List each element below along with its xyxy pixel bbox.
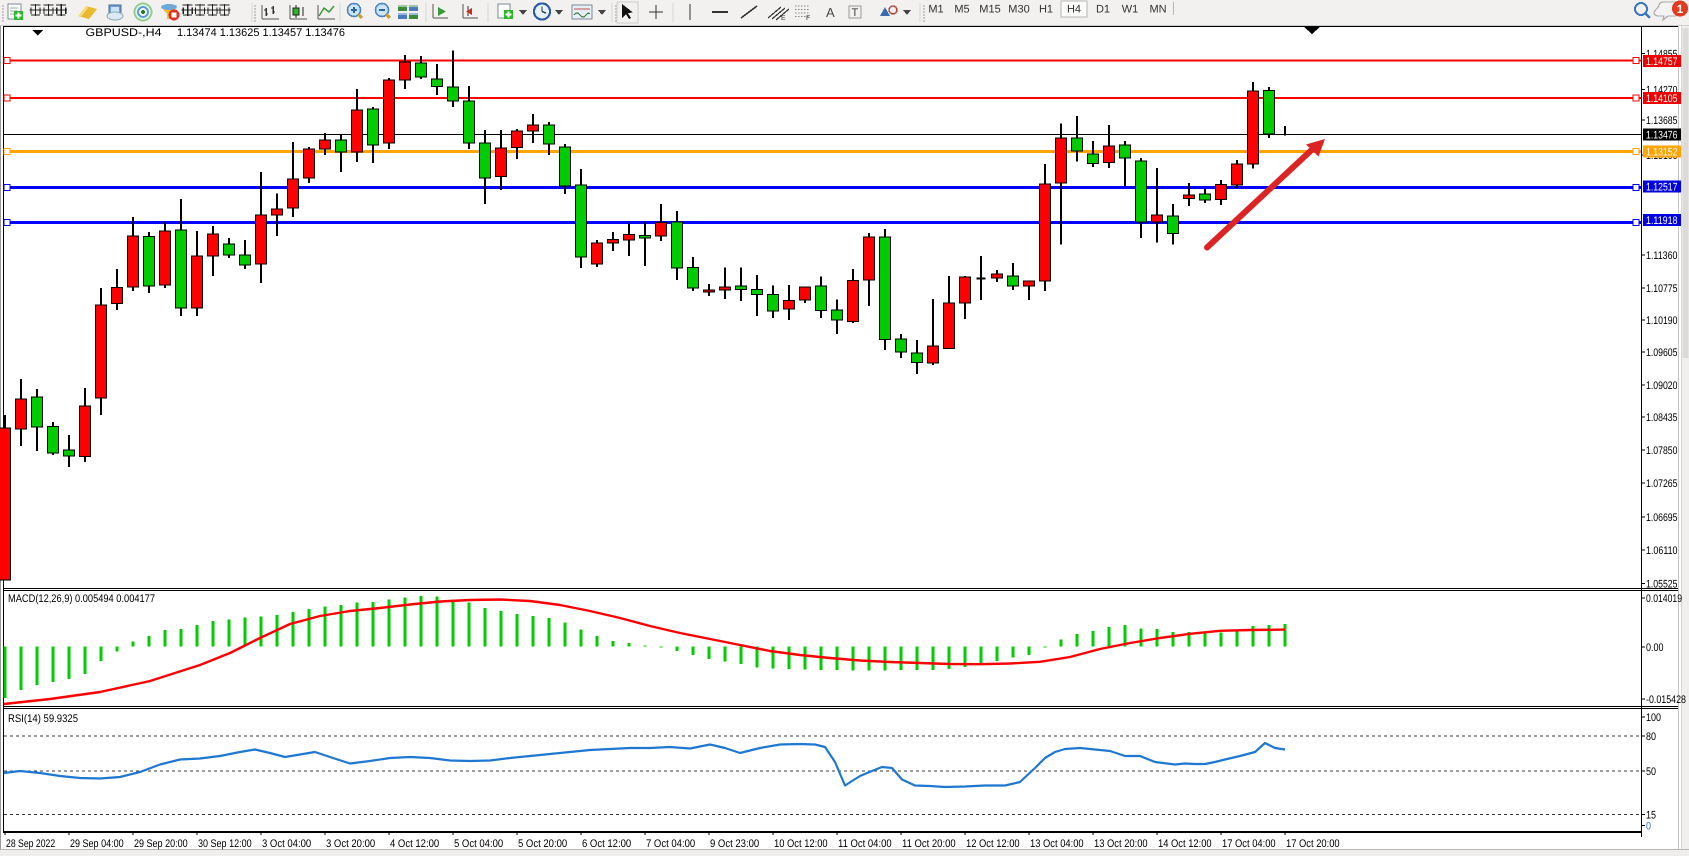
- svg-text:-0.015428: -0.015428: [1646, 694, 1686, 706]
- svg-text:13 Oct 20:00: 13 Oct 20:00: [1094, 838, 1148, 850]
- svg-text:1.07265: 1.07265: [1646, 478, 1678, 490]
- svg-text:1.11918: 1.11918: [1646, 215, 1678, 227]
- svg-text:1.12517: 1.12517: [1646, 182, 1678, 194]
- svg-text:3 Oct 04:00: 3 Oct 04:00: [262, 838, 311, 850]
- svg-text:1.07850: 1.07850: [1646, 445, 1678, 457]
- svg-text:4 Oct 12:00: 4 Oct 12:00: [390, 838, 439, 850]
- svg-text:1.14105: 1.14105: [1646, 93, 1678, 105]
- svg-text:3 Oct 20:00: 3 Oct 20:00: [326, 838, 375, 850]
- svg-text:GBPUSD-,H4: GBPUSD-,H4: [86, 27, 162, 39]
- svg-text:1.14757: 1.14757: [1646, 56, 1678, 68]
- svg-text:1.06695: 1.06695: [1646, 512, 1678, 524]
- svg-text:14 Oct 12:00: 14 Oct 12:00: [1158, 838, 1212, 850]
- svg-text:M1: M1: [928, 4, 943, 16]
- svg-text:11 Oct 20:00: 11 Oct 20:00: [902, 838, 956, 850]
- svg-text:1.13152: 1.13152: [1646, 146, 1678, 158]
- svg-text:29 Sep 04:00: 29 Sep 04:00: [70, 838, 124, 850]
- svg-text:1.10190: 1.10190: [1646, 315, 1678, 327]
- svg-text:0.014019: 0.014019: [1646, 593, 1682, 605]
- svg-text:100: 100: [1646, 712, 1661, 724]
- svg-text:28 Sep 2022: 28 Sep 2022: [6, 838, 55, 850]
- svg-text:M30: M30: [1008, 4, 1029, 16]
- svg-text:M15: M15: [979, 4, 1000, 16]
- svg-text:1.13685: 1.13685: [1646, 115, 1678, 127]
- svg-text:1.11360: 1.11360: [1646, 250, 1678, 262]
- svg-text:0.00: 0.00: [1646, 642, 1664, 654]
- svg-text:F: F: [806, 15, 810, 22]
- svg-text:T: T: [852, 7, 859, 19]
- svg-text:H1: H1: [1039, 4, 1053, 16]
- svg-text:H4: H4: [1067, 4, 1081, 16]
- svg-text:50: 50: [1646, 766, 1656, 778]
- svg-text:9 Oct 23:00: 9 Oct 23:00: [710, 838, 759, 850]
- svg-text:7 Oct 04:00: 7 Oct 04:00: [646, 838, 695, 850]
- svg-text:17 Oct 04:00: 17 Oct 04:00: [1222, 838, 1276, 850]
- svg-text:12 Oct 12:00: 12 Oct 12:00: [966, 838, 1020, 850]
- svg-text:80: 80: [1646, 731, 1656, 743]
- svg-text:W1: W1: [1122, 4, 1139, 16]
- svg-text:D1: D1: [1096, 4, 1110, 16]
- svg-text:0: 0: [1646, 821, 1651, 833]
- svg-text:RSI(14) 59.9325: RSI(14) 59.9325: [8, 713, 78, 725]
- svg-text:11 Oct 04:00: 11 Oct 04:00: [838, 838, 892, 850]
- svg-text:MACD(12,26,9) 0.005494 0.00417: MACD(12,26,9) 0.005494 0.004177: [8, 593, 155, 605]
- svg-text:17 Oct 20:00: 17 Oct 20:00: [1286, 838, 1340, 850]
- svg-text:A: A: [826, 5, 835, 20]
- svg-text:30 Sep 12:00: 30 Sep 12:00: [198, 838, 252, 850]
- svg-text:1.09605: 1.09605: [1646, 347, 1678, 359]
- svg-text:10 Oct 12:00: 10 Oct 12:00: [774, 838, 828, 850]
- svg-text:1.08435: 1.08435: [1646, 412, 1678, 424]
- svg-text:1.05525: 1.05525: [1646, 579, 1678, 591]
- svg-text:15: 15: [1646, 810, 1656, 822]
- svg-text:MN: MN: [1149, 4, 1166, 16]
- svg-text:5 Oct 20:00: 5 Oct 20:00: [518, 838, 567, 850]
- svg-text:1.13474 1.13625 1.13457 1.1347: 1.13474 1.13625 1.13457 1.13476: [177, 27, 345, 39]
- svg-text:6 Oct 12:00: 6 Oct 12:00: [582, 838, 631, 850]
- svg-text:1.06110: 1.06110: [1646, 545, 1678, 557]
- svg-text:13 Oct 04:00: 13 Oct 04:00: [1030, 838, 1084, 850]
- svg-text:M5: M5: [954, 4, 969, 16]
- svg-text:1.13476: 1.13476: [1646, 130, 1678, 142]
- svg-text:1.09020: 1.09020: [1646, 380, 1678, 392]
- svg-text:5 Oct 04:00: 5 Oct 04:00: [454, 838, 503, 850]
- svg-text:1.10775: 1.10775: [1646, 283, 1678, 295]
- svg-text:E: E: [781, 15, 786, 22]
- svg-text:29 Sep 20:00: 29 Sep 20:00: [134, 838, 188, 850]
- svg-text:1: 1: [1677, 2, 1684, 16]
